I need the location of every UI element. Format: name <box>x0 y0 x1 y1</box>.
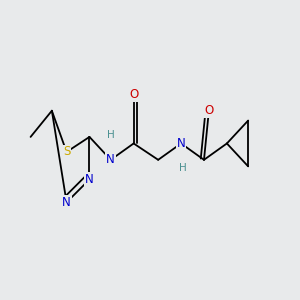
Text: N: N <box>106 153 115 166</box>
Text: O: O <box>204 104 214 117</box>
Text: O: O <box>129 88 138 101</box>
Text: N: N <box>85 173 94 186</box>
Text: S: S <box>63 146 70 158</box>
Text: H: H <box>107 130 115 140</box>
Text: H: H <box>179 163 187 173</box>
Text: N: N <box>62 196 71 209</box>
Text: N: N <box>177 137 185 150</box>
